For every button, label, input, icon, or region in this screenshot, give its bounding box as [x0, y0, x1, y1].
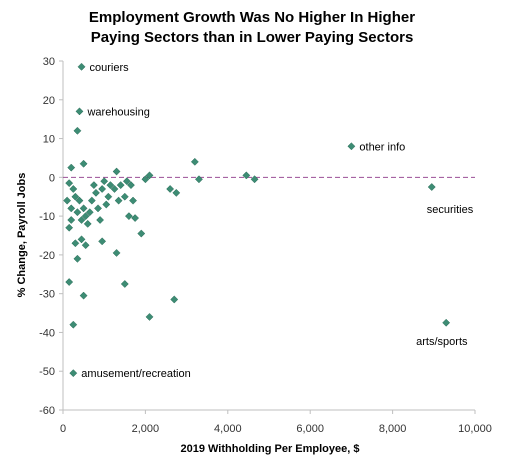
- data-point: [104, 192, 113, 201]
- x-axis-title: 2019 Withholding Per Employee, $: [180, 443, 359, 455]
- data-point: [65, 278, 74, 286]
- data-point: [73, 126, 82, 135]
- data-point: [116, 181, 125, 190]
- data-point: [131, 214, 140, 223]
- point-annotation: couriers: [90, 62, 130, 74]
- data-point: [83, 219, 92, 228]
- data-point: [65, 223, 74, 232]
- data-point: [79, 159, 88, 168]
- data-point: [166, 185, 175, 193]
- data-point: [77, 235, 86, 244]
- y-tick-label: -50: [39, 366, 55, 378]
- data-point: [170, 295, 179, 304]
- data-point: [190, 157, 199, 166]
- data-point: [242, 171, 251, 180]
- data-point: [98, 237, 107, 246]
- data-point: [67, 216, 76, 224]
- data-point: [120, 280, 129, 288]
- data-point: [73, 254, 82, 263]
- x-tick-label: 10,000: [458, 423, 492, 435]
- y-tick-label: -30: [39, 289, 55, 301]
- data-point: [81, 241, 90, 250]
- data-point: [112, 167, 121, 176]
- y-tick-label: -60: [39, 405, 55, 417]
- data-point: [67, 204, 76, 213]
- data-point: [96, 216, 105, 224]
- data-point: [71, 192, 80, 201]
- data-point: [94, 204, 102, 213]
- data-point: [100, 177, 109, 186]
- chart-title-line-1: Employment Growth Was No Higher In Highe…: [89, 9, 415, 26]
- data-point: [102, 200, 111, 209]
- data-point: [124, 212, 133, 221]
- x-tick-label: 8,000: [379, 423, 407, 435]
- data-points-layer: [63, 62, 451, 378]
- data-point: [71, 239, 80, 248]
- data-point: [81, 212, 90, 221]
- data-point: [195, 175, 203, 184]
- y-tick-label: 0: [49, 172, 55, 184]
- data-point: [77, 62, 86, 71]
- axes-layer: 30 20 10 0 -10 -20 -30 -40 -50 -60 0 2,000 4,000 6,00…: [39, 56, 492, 435]
- data-point: [85, 208, 94, 217]
- y-tick-label: -10: [39, 211, 55, 223]
- point-annotation: amusement/recreation: [81, 368, 190, 380]
- data-point: [120, 192, 129, 201]
- data-point: [129, 196, 137, 205]
- data-point: [92, 188, 100, 197]
- data-point: [63, 196, 72, 205]
- x-tick-label: 0: [60, 423, 66, 435]
- y-tick-label: 30: [43, 56, 55, 68]
- point-annotation: arts/sports: [416, 336, 468, 348]
- data-point: [114, 196, 123, 205]
- data-point: [145, 171, 154, 180]
- data-point: [250, 175, 259, 184]
- data-point: [69, 320, 78, 329]
- point-annotation: warehousing: [86, 106, 149, 118]
- y-tick-label: -20: [39, 250, 55, 262]
- data-point: [75, 196, 84, 205]
- data-point: [122, 177, 131, 186]
- data-point: [75, 107, 84, 116]
- chart-title-line-2: Paying Sectors than in Lower Paying Sect…: [91, 29, 414, 46]
- annotations-layer: couriers warehousing other info securities a…: [81, 62, 473, 380]
- data-point: [77, 216, 86, 224]
- data-point: [98, 185, 107, 193]
- data-point: [427, 183, 436, 191]
- point-annotation: securities: [427, 204, 474, 216]
- data-point: [112, 248, 121, 257]
- y-tick-label: -40: [39, 327, 55, 339]
- data-point: [137, 229, 146, 238]
- data-point: [69, 185, 78, 193]
- data-point: [87, 196, 96, 205]
- data-point: [145, 312, 154, 321]
- data-point: [79, 291, 88, 300]
- data-point: [79, 204, 88, 213]
- data-point: [442, 318, 451, 327]
- y-axis-title: % Change, Payroll Jobs: [16, 173, 28, 298]
- data-point: [67, 163, 76, 172]
- x-tick-label: 4,000: [214, 423, 242, 435]
- data-point: [89, 181, 98, 190]
- point-annotation: other info: [359, 141, 405, 153]
- data-point: [110, 185, 119, 193]
- data-point: [73, 208, 82, 217]
- data-point: [106, 181, 115, 190]
- data-point: [347, 142, 356, 151]
- data-point: [69, 369, 78, 378]
- y-tick-label: 20: [43, 95, 55, 107]
- x-tick-label: 6,000: [296, 423, 324, 435]
- data-point: [172, 188, 181, 197]
- data-point: [65, 179, 74, 188]
- y-tick-label: 10: [43, 134, 55, 146]
- data-point: [127, 181, 135, 190]
- x-tick-label: 2,000: [132, 423, 160, 435]
- data-point: [141, 175, 150, 184]
